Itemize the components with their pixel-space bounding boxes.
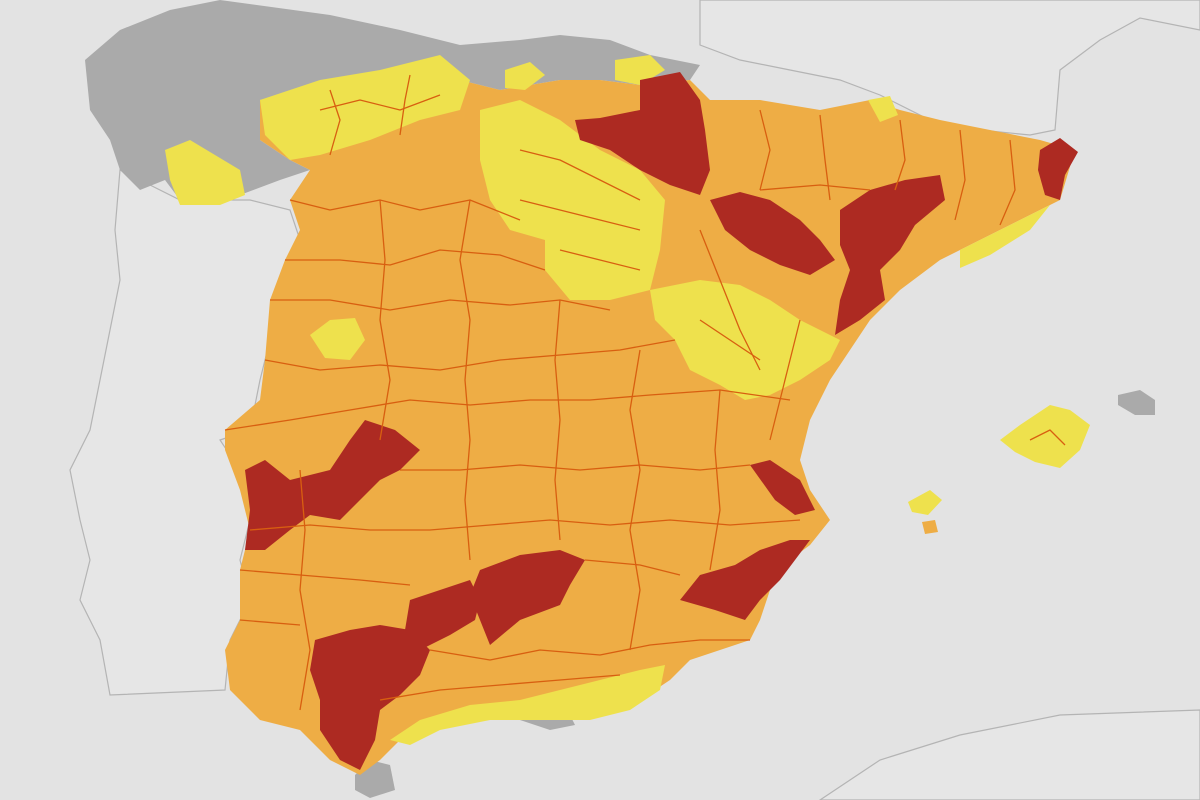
province-borders: [224, 109, 1066, 711]
region-castilla-yellow: [480, 100, 665, 300]
region-leon-west-yellow: [165, 140, 245, 205]
region-balearic-menorca-grey: [1118, 390, 1155, 415]
region-sevilla-cadiz-red: [310, 625, 430, 770]
region-asturias-yellow: [260, 55, 470, 160]
region-jaen-red: [470, 550, 585, 645]
region-galicia-grey: [85, 0, 700, 200]
africa-coast-outline: [818, 709, 1200, 800]
region-murcia-red: [680, 540, 810, 620]
region-madrid-west-yellow: [310, 318, 365, 360]
region-ibiza-yellow: [908, 490, 942, 515]
yellow-region-borders: [319, 74, 761, 361]
region-extremadura-red: [245, 420, 420, 550]
region-aragon-north-red: [710, 192, 835, 275]
region-catalonia-coast-yellow: [960, 205, 1050, 268]
region-formentera-orange: [922, 520, 938, 534]
region-cordoba-red: [405, 580, 480, 650]
region-andalucia-coast-yellow: [390, 665, 665, 745]
france-coast-outline: [699, 0, 1200, 136]
region-pyrenees-yellow: [868, 96, 898, 122]
region-mallorca-yellow: [1000, 405, 1090, 468]
region-lleida-tarragona-red: [835, 175, 945, 335]
region-girona-red: [1038, 138, 1078, 200]
region-cantabria-yellow: [505, 62, 545, 90]
region-navarra-red: [575, 72, 710, 195]
region-valencia-red: [750, 460, 815, 515]
